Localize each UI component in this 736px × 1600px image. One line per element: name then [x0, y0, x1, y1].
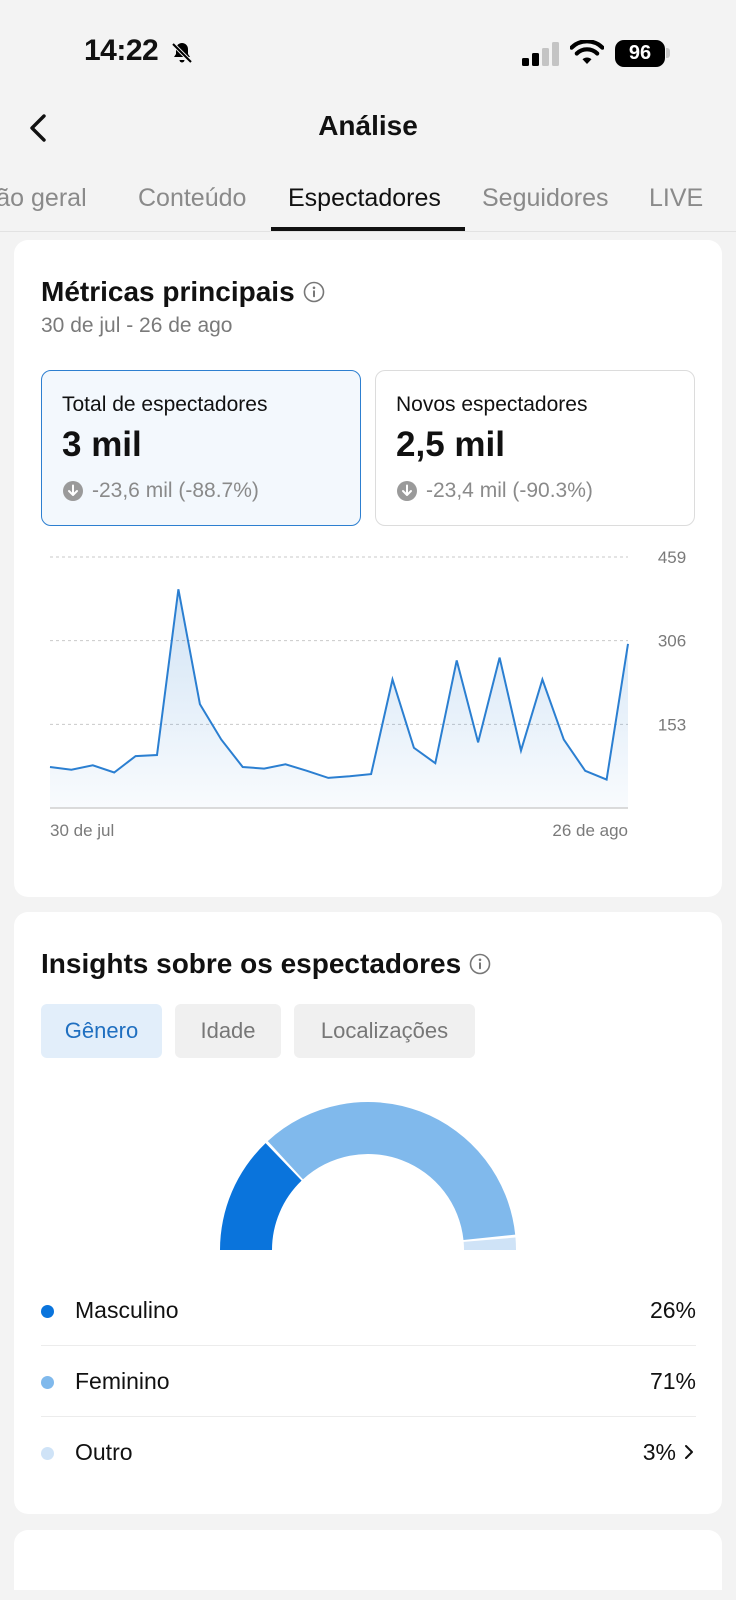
- next-card-peek: [14, 1530, 722, 1590]
- gender-half-donut-chart: [220, 1102, 516, 1250]
- status-time: 14:22: [84, 34, 159, 67]
- metric-value: 3 mil: [62, 425, 142, 464]
- viewers-line-chart: 153 306 459 30 de jul 26 de ago: [49, 548, 686, 840]
- y-tick-label: 153: [658, 715, 686, 734]
- legend-value: 71%: [649, 1368, 696, 1394]
- chart-area: [50, 589, 628, 808]
- legend-label: Feminino: [75, 1368, 170, 1394]
- tab-bar: Visão geral Conteúdo Espectadores Seguid…: [0, 172, 736, 232]
- legend-row-female: Feminino 71%: [41, 1347, 696, 1417]
- metric-change: -23,6 mil (-88.7%): [62, 479, 259, 503]
- donut-slice-outro: [463, 1237, 516, 1250]
- tab-followers[interactable]: Seguidores: [482, 184, 609, 212]
- metric-total-viewers[interactable]: Total de espectadores 3 mil -23,6 mil (-…: [41, 370, 361, 526]
- key-metrics-card: Métricas principais 30 de jul - 26 de ag…: [14, 240, 722, 897]
- info-icon[interactable]: [303, 281, 325, 303]
- legend-dot-other: [41, 1447, 54, 1460]
- y-tick-label: 306: [658, 632, 686, 651]
- x-tick-end: 26 de ago: [552, 821, 628, 840]
- x-tick-start: 30 de jul: [50, 821, 114, 840]
- bell-muted-icon: [171, 42, 193, 64]
- viewer-insights-card: Insights sobre os espectadores Gênero Id…: [14, 912, 722, 1514]
- date-range: 30 de jul - 26 de ago: [41, 314, 233, 337]
- chart-line: [49, 589, 629, 782]
- tab-live[interactable]: LIVE: [649, 184, 704, 212]
- battery-tip: [666, 48, 670, 58]
- tab-viewers[interactable]: Espectadores: [288, 184, 441, 212]
- y-tick-label: 459: [658, 548, 686, 567]
- metric-change-text: -23,6 mil (-88.7%): [92, 479, 259, 502]
- signal-icon: [522, 42, 559, 66]
- arrow-down-circle-icon: [397, 481, 417, 501]
- metric-new-viewers[interactable]: Novos espectadores 2,5 mil -23,4 mil (-9…: [375, 370, 695, 526]
- legend-label: Masculino: [75, 1297, 179, 1323]
- viewer-insights-title: Insights sobre os espectadores: [41, 948, 491, 980]
- page-title: Análise: [318, 110, 418, 141]
- donut-slice-masculino: [220, 1143, 302, 1250]
- metric-label: Total de espectadores: [62, 393, 268, 416]
- legend-row-male: Masculino 26%: [41, 1276, 696, 1346]
- legend-label: Outro: [75, 1439, 133, 1465]
- arrow-down-circle-icon: [63, 481, 83, 501]
- segment-locations[interactable]: Localizações: [294, 1004, 475, 1058]
- metric-value: 2,5 mil: [396, 425, 505, 464]
- metric-label: Novos espectadores: [396, 393, 588, 416]
- legend-row-other[interactable]: Outro 3%: [41, 1418, 696, 1488]
- key-metrics-title-text: Métricas principais: [41, 276, 295, 307]
- segment-gender[interactable]: Gênero: [41, 1004, 162, 1058]
- legend-dot-male: [41, 1305, 54, 1318]
- status-bar: 14:22 96: [0, 0, 736, 100]
- chevron-right-icon[interactable]: [682, 1443, 696, 1461]
- key-metrics-title: Métricas principais: [41, 276, 325, 308]
- legend-value: 26%: [649, 1297, 696, 1323]
- wifi-icon: [570, 40, 604, 64]
- legend-value: 3%: [642, 1439, 676, 1465]
- legend-dot-female: [41, 1376, 54, 1389]
- info-icon[interactable]: [469, 953, 491, 975]
- metric-change-text: -23,4 mil (-90.3%): [426, 479, 593, 502]
- tab-active-indicator: [271, 227, 465, 231]
- metric-change: -23,4 mil (-90.3%): [396, 479, 593, 503]
- tab-content[interactable]: Conteúdo: [138, 184, 247, 212]
- tab-overview[interactable]: Visão geral: [0, 184, 87, 212]
- nav-header: Análise: [0, 100, 736, 156]
- legend-value-with-chevron: 3%: [643, 1439, 696, 1466]
- back-button[interactable]: [22, 108, 56, 148]
- segment-age[interactable]: Idade: [175, 1004, 281, 1058]
- viewer-insights-title-text: Insights sobre os espectadores: [41, 948, 462, 979]
- battery-indicator: 96: [615, 40, 665, 67]
- donut-slice-feminino: [267, 1102, 516, 1241]
